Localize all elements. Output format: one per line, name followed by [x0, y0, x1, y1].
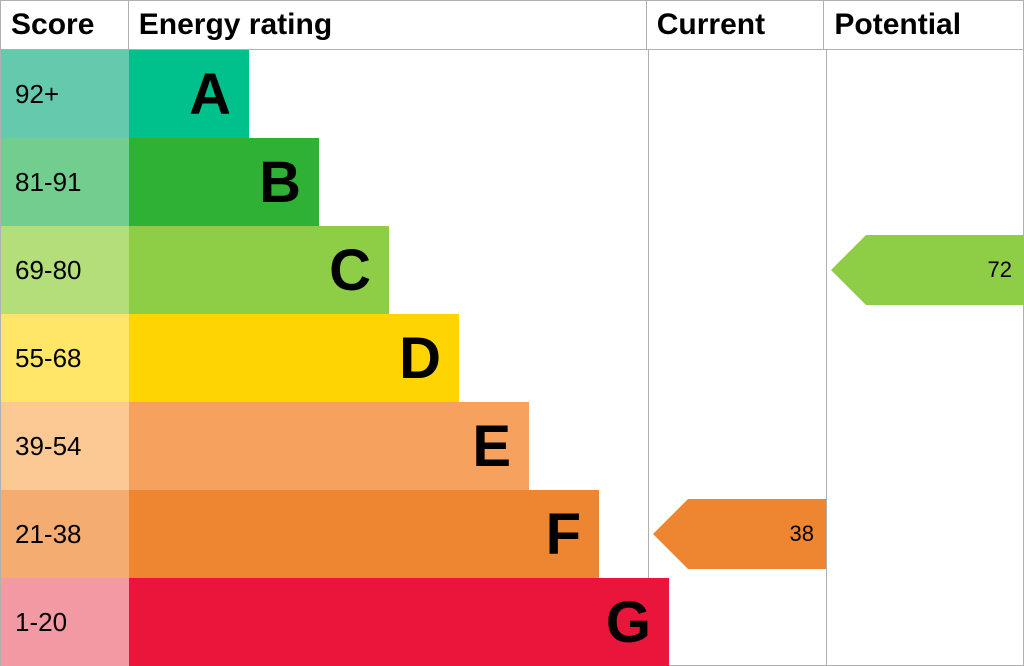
rating-bar-g: G: [129, 578, 669, 666]
rating-bar-d: D: [129, 314, 459, 402]
header-row: Score Energy rating Current Potential: [0, 0, 1024, 50]
header-potential: Potential: [824, 1, 1023, 49]
current-value: 38: [790, 521, 814, 547]
rating-bar-b: B: [129, 138, 319, 226]
rating-bar-a: A: [129, 50, 249, 138]
chart-body: 92+A81-91B69-80C55-68D39-54E21-38F1-20G …: [0, 50, 1024, 666]
rating-bar-f: F: [129, 490, 599, 578]
current-pointer-arrow-icon: [653, 499, 688, 569]
score-range-a: 92+: [1, 50, 129, 138]
potential-pointer-arrow-icon: [831, 235, 866, 305]
potential-value: 72: [988, 257, 1012, 283]
potential-pointer: 72: [866, 235, 1024, 305]
score-range-b: 81-91: [1, 138, 129, 226]
rating-bar-c: C: [129, 226, 389, 314]
rating-bar-e: E: [129, 402, 529, 490]
sep-rating-current: [648, 50, 649, 665]
score-range-e: 39-54: [1, 402, 129, 490]
score-range-f: 21-38: [1, 490, 129, 578]
score-range-c: 69-80: [1, 226, 129, 314]
score-range-g: 1-20: [1, 578, 129, 666]
sep-current-potential: [826, 50, 827, 665]
header-current: Current: [647, 1, 825, 49]
current-pointer: 38: [688, 499, 826, 569]
energy-rating-chart: Score Energy rating Current Potential 92…: [0, 0, 1024, 666]
header-score: Score: [1, 1, 129, 49]
score-range-d: 55-68: [1, 314, 129, 402]
header-rating: Energy rating: [129, 1, 647, 49]
